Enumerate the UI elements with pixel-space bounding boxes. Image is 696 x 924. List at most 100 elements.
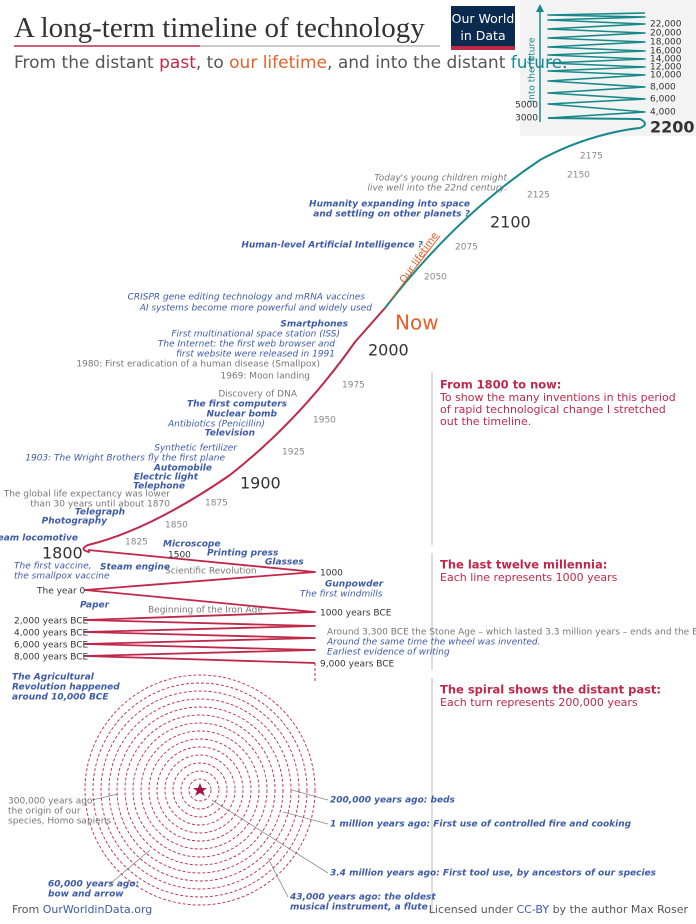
- year-label: 2,000 years BCE: [14, 617, 89, 627]
- note-heading: From 1800 to now:: [440, 378, 561, 392]
- year-label: 8,000 years BCE: [14, 653, 89, 663]
- event-label: Paper: [80, 601, 110, 611]
- event-label: The first vaccine,: [14, 562, 92, 572]
- future-label: 22,000: [650, 20, 682, 30]
- event-label: AI systems become more powerful and wide…: [139, 304, 373, 314]
- future-label: 2200: [650, 118, 695, 137]
- spiral-turn: [180, 770, 220, 810]
- event-label: Nuclear bomb: [206, 410, 277, 420]
- year-label: 2050: [424, 273, 447, 283]
- remark-label: than 30 years until about 1870: [30, 500, 170, 510]
- future-label: 18,000: [650, 38, 682, 48]
- spiral-turn: [116, 706, 284, 874]
- year-label: 2150: [567, 171, 590, 181]
- event-label: Synthetic fertilizer: [154, 444, 238, 454]
- subtitle-part: .: [562, 53, 568, 73]
- future-heading: Into the future: [528, 37, 538, 102]
- future-label: 12,000: [650, 63, 682, 73]
- year-label: 2000: [368, 341, 409, 360]
- year-label: 1925: [282, 448, 305, 458]
- year-label: Now: [395, 311, 439, 335]
- event-label: Television: [205, 429, 255, 439]
- future-curve: [384, 117, 646, 309]
- source-link[interactable]: OurWorldinData.org: [42, 903, 153, 916]
- event-label: Microscope: [163, 540, 220, 550]
- event-label: 1 million years ago: First use of contro…: [330, 820, 632, 830]
- remark-label: Beginning of the Iron Age: [148, 606, 263, 616]
- subtitle-part: From the distant: [14, 53, 160, 73]
- future-label: 8,000: [650, 83, 676, 93]
- title: A long-term timeline of technology: [14, 12, 425, 44]
- year-label: 9,000 years BCE: [320, 660, 395, 670]
- year-label: 1800: [42, 544, 83, 563]
- spiral-turn: [140, 730, 260, 850]
- event-label: Steam locomotive: [0, 534, 78, 544]
- source: From OurWorldinData.org: [12, 903, 152, 916]
- year-label: 2125: [527, 191, 550, 201]
- year-label: 1000: [320, 569, 343, 579]
- year-label: The year 0: [36, 587, 86, 597]
- year-label: 1850: [165, 521, 188, 531]
- millennia-zigzag: [84, 549, 316, 664]
- remark-label: live well into the 22nd century.: [367, 184, 507, 194]
- event-label: 60,000 years ago:: [48, 880, 139, 890]
- spiral-turn: [164, 754, 236, 826]
- future-label: 6,000: [650, 95, 676, 105]
- future-label: 4,000: [650, 108, 676, 118]
- spiral-turn: [84, 674, 316, 906]
- event-label: Gunpowder: [325, 580, 384, 590]
- event-label: 1903: The Wright Brothers fly the first …: [25, 454, 225, 464]
- spiral-turn: [148, 738, 252, 842]
- event-label: Human-level Artificial Intelligence ?: [241, 241, 423, 251]
- event-label: Telegraph: [75, 508, 125, 518]
- note-heading: The last twelve millennia:: [440, 558, 607, 572]
- event-label: Steam engine: [100, 563, 170, 573]
- event-label: the smallpox vaccine: [14, 572, 110, 582]
- event-label: 43,000 years ago: the oldest: [289, 893, 436, 903]
- logo[interactable]: Our World in Data: [451, 6, 515, 50]
- subtitle-future: future: [510, 53, 563, 73]
- remark-label: 1969: Moon landing: [221, 372, 311, 382]
- event-label: bow and arrow: [48, 890, 124, 900]
- year-label: 1500: [168, 551, 191, 561]
- subtitle-past: past: [159, 53, 196, 73]
- future-label: 20,000: [650, 29, 682, 39]
- event-label: Printing press: [207, 549, 279, 559]
- event-label: 3.4 million years ago: First tool use, b…: [330, 869, 657, 879]
- future-arrow-head: [536, 4, 544, 12]
- future-zigzag: [547, 12, 646, 119]
- event-label: Automobile: [153, 464, 212, 474]
- note-line: To show the many inventions in this peri…: [439, 391, 676, 404]
- remark-label: 1980: First eradication of a human disea…: [76, 360, 320, 370]
- event-label: Glasses: [265, 558, 304, 568]
- future-label: 10,000: [650, 71, 682, 81]
- remark-label: Around 3,300 BCE the Stone Age – which l…: [327, 628, 696, 638]
- origin-star: [193, 783, 207, 796]
- spiral-turn: [100, 690, 300, 890]
- license-text: Licensed under: [428, 903, 517, 916]
- event-label: CRISPR gene editing technology and mRNA …: [128, 293, 366, 303]
- remark-label: Today's young children might: [374, 174, 507, 184]
- remark-label: the origin of our: [8, 807, 81, 817]
- event-label: Earliest evidence of writing: [327, 648, 450, 658]
- remark-label: Discovery of DNA: [218, 390, 298, 400]
- event-label: The Agricultural: [12, 673, 95, 683]
- event-label: and settling on other planets ?: [313, 210, 470, 220]
- source-text: From: [12, 903, 43, 916]
- license-link[interactable]: CC-BY: [516, 903, 550, 916]
- note-line: out the timeline.: [440, 415, 531, 428]
- note-heading: The spiral shows the distant past:: [440, 683, 661, 697]
- license-text: by the author Max Roser: [549, 903, 688, 916]
- subtitle: From the distant past, to our lifetime, …: [14, 53, 567, 73]
- spiral-turn: [92, 682, 308, 898]
- remark-label: Scientific Revolution: [165, 567, 257, 577]
- pointers: [91, 789, 329, 898]
- year-label: 1825: [125, 538, 148, 548]
- future-label: 16,000: [650, 47, 682, 57]
- event-label: musical instrument, a flute: [290, 903, 428, 913]
- event-label: The Internet: the first web browser and: [158, 340, 335, 350]
- remark-label: 300,000 years ago:: [8, 797, 95, 807]
- future-label: 5000: [515, 101, 538, 111]
